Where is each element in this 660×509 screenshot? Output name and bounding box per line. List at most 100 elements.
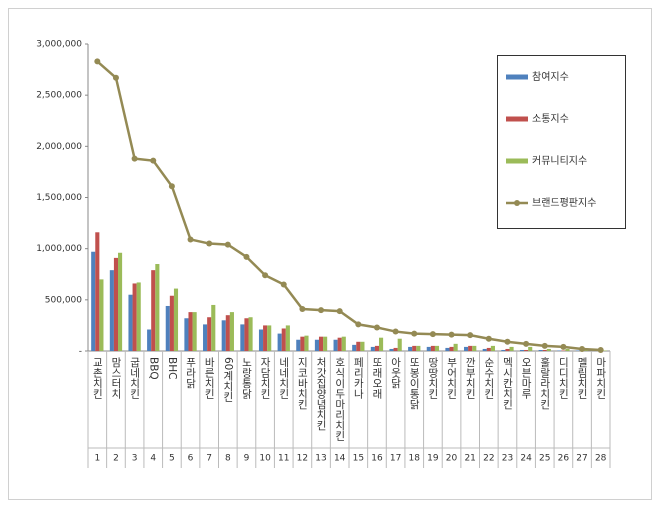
bar <box>337 337 342 351</box>
bar <box>169 295 174 351</box>
x-tick-label: 푸라닭 <box>185 357 197 389</box>
bar <box>229 312 234 351</box>
bar <box>136 282 141 351</box>
bar <box>370 346 375 351</box>
line-marker <box>280 281 287 288</box>
line-marker <box>336 308 343 315</box>
bar <box>95 232 100 351</box>
line-marker <box>131 155 138 162</box>
bar <box>211 304 216 351</box>
rank-label: 15 <box>353 454 364 464</box>
line-marker <box>560 343 567 350</box>
x-tick-label: BBQ <box>147 357 159 380</box>
bar <box>318 336 324 351</box>
x-tick-label: 처갓집양념치킨 <box>315 357 327 431</box>
legend-swatch <box>506 74 528 80</box>
legend-swatch <box>506 158 528 164</box>
bar <box>426 346 431 351</box>
line-marker <box>504 338 511 345</box>
rank-label: 11 <box>278 454 289 464</box>
rank-label: 19 <box>427 454 439 464</box>
bar <box>509 346 514 351</box>
bar <box>277 333 282 351</box>
bar <box>91 251 96 351</box>
x-tick-label: 아웃닭 <box>390 357 402 389</box>
bar <box>468 345 473 351</box>
bar <box>281 328 286 351</box>
bar <box>397 338 402 351</box>
x-tick-label: 깐부치킨 <box>464 357 476 399</box>
bar <box>188 312 193 351</box>
bar <box>528 346 533 351</box>
bar <box>263 325 268 351</box>
y-tick-label: 2,000,000 <box>36 142 82 152</box>
x-tick-label: 페리카나 <box>352 357 364 400</box>
bar <box>374 345 380 351</box>
bar <box>240 324 245 351</box>
x-tick-label: 교촌치킨 <box>91 357 103 399</box>
line-marker <box>355 321 362 328</box>
bar <box>412 345 417 351</box>
bar <box>449 346 454 351</box>
bar <box>519 349 525 351</box>
rank-label: 1 <box>94 454 100 464</box>
x-tick-label: 60계치킨 <box>222 357 234 402</box>
bar <box>314 339 319 351</box>
line-marker <box>448 331 455 338</box>
bar <box>151 270 156 351</box>
bar <box>109 270 114 351</box>
bar <box>221 320 226 351</box>
line-marker <box>262 272 269 279</box>
bar <box>602 350 607 351</box>
rank-label: 8 <box>225 454 231 464</box>
y-tick-label: 2,500,000 <box>36 91 82 101</box>
legend-box <box>497 55 626 229</box>
bar <box>557 350 562 351</box>
line-marker <box>243 253 250 260</box>
x-tick-label: 훌랄라치킨 <box>539 356 551 409</box>
x-tick-label: 네네치킨 <box>278 357 290 399</box>
bar <box>445 347 450 351</box>
bar <box>561 350 566 351</box>
bar <box>546 348 551 351</box>
line-marker <box>467 332 474 339</box>
legend-label: 브랜드평판지수 <box>532 197 596 209</box>
line-marker <box>411 330 418 337</box>
rank-label: 21 <box>464 454 475 464</box>
bar <box>542 349 547 351</box>
line-marker <box>224 241 231 248</box>
line-marker <box>541 342 548 349</box>
rank-label: 6 <box>188 454 194 464</box>
line-marker <box>429 331 436 338</box>
x-tick-label: 바른치킨 <box>203 357 215 399</box>
x-tick-label: 지코바치킨 <box>296 357 308 410</box>
y-tick-label: 1,000,000 <box>36 244 82 254</box>
bar <box>155 264 160 351</box>
bar <box>453 343 458 351</box>
x-tick-label: BHC <box>166 357 178 379</box>
x-tick-label: 마파치킨 <box>595 357 607 399</box>
bar <box>132 283 137 351</box>
line-marker <box>150 157 157 164</box>
line-marker <box>485 335 492 342</box>
bar <box>360 341 365 351</box>
bar <box>128 294 133 351</box>
rank-label: 25 <box>539 454 550 464</box>
line-marker <box>299 306 306 313</box>
bar <box>408 346 413 351</box>
rank-label: 13 <box>315 454 326 464</box>
bar <box>173 288 179 351</box>
line-marker <box>392 328 399 335</box>
legend-label: 소통지수 <box>532 113 569 125</box>
legend-label: 커뮤니티지수 <box>532 155 587 167</box>
rank-label: 18 <box>409 454 421 464</box>
line-marker <box>94 58 101 65</box>
rank-label: 5 <box>169 454 175 464</box>
line-marker <box>579 345 586 352</box>
x-tick-label: 또래오래 <box>371 357 383 400</box>
x-tick-label: 순수치킨 <box>483 357 495 399</box>
bar <box>207 317 212 351</box>
bar <box>300 336 305 351</box>
bar <box>379 337 384 351</box>
line-series <box>96 60 601 352</box>
